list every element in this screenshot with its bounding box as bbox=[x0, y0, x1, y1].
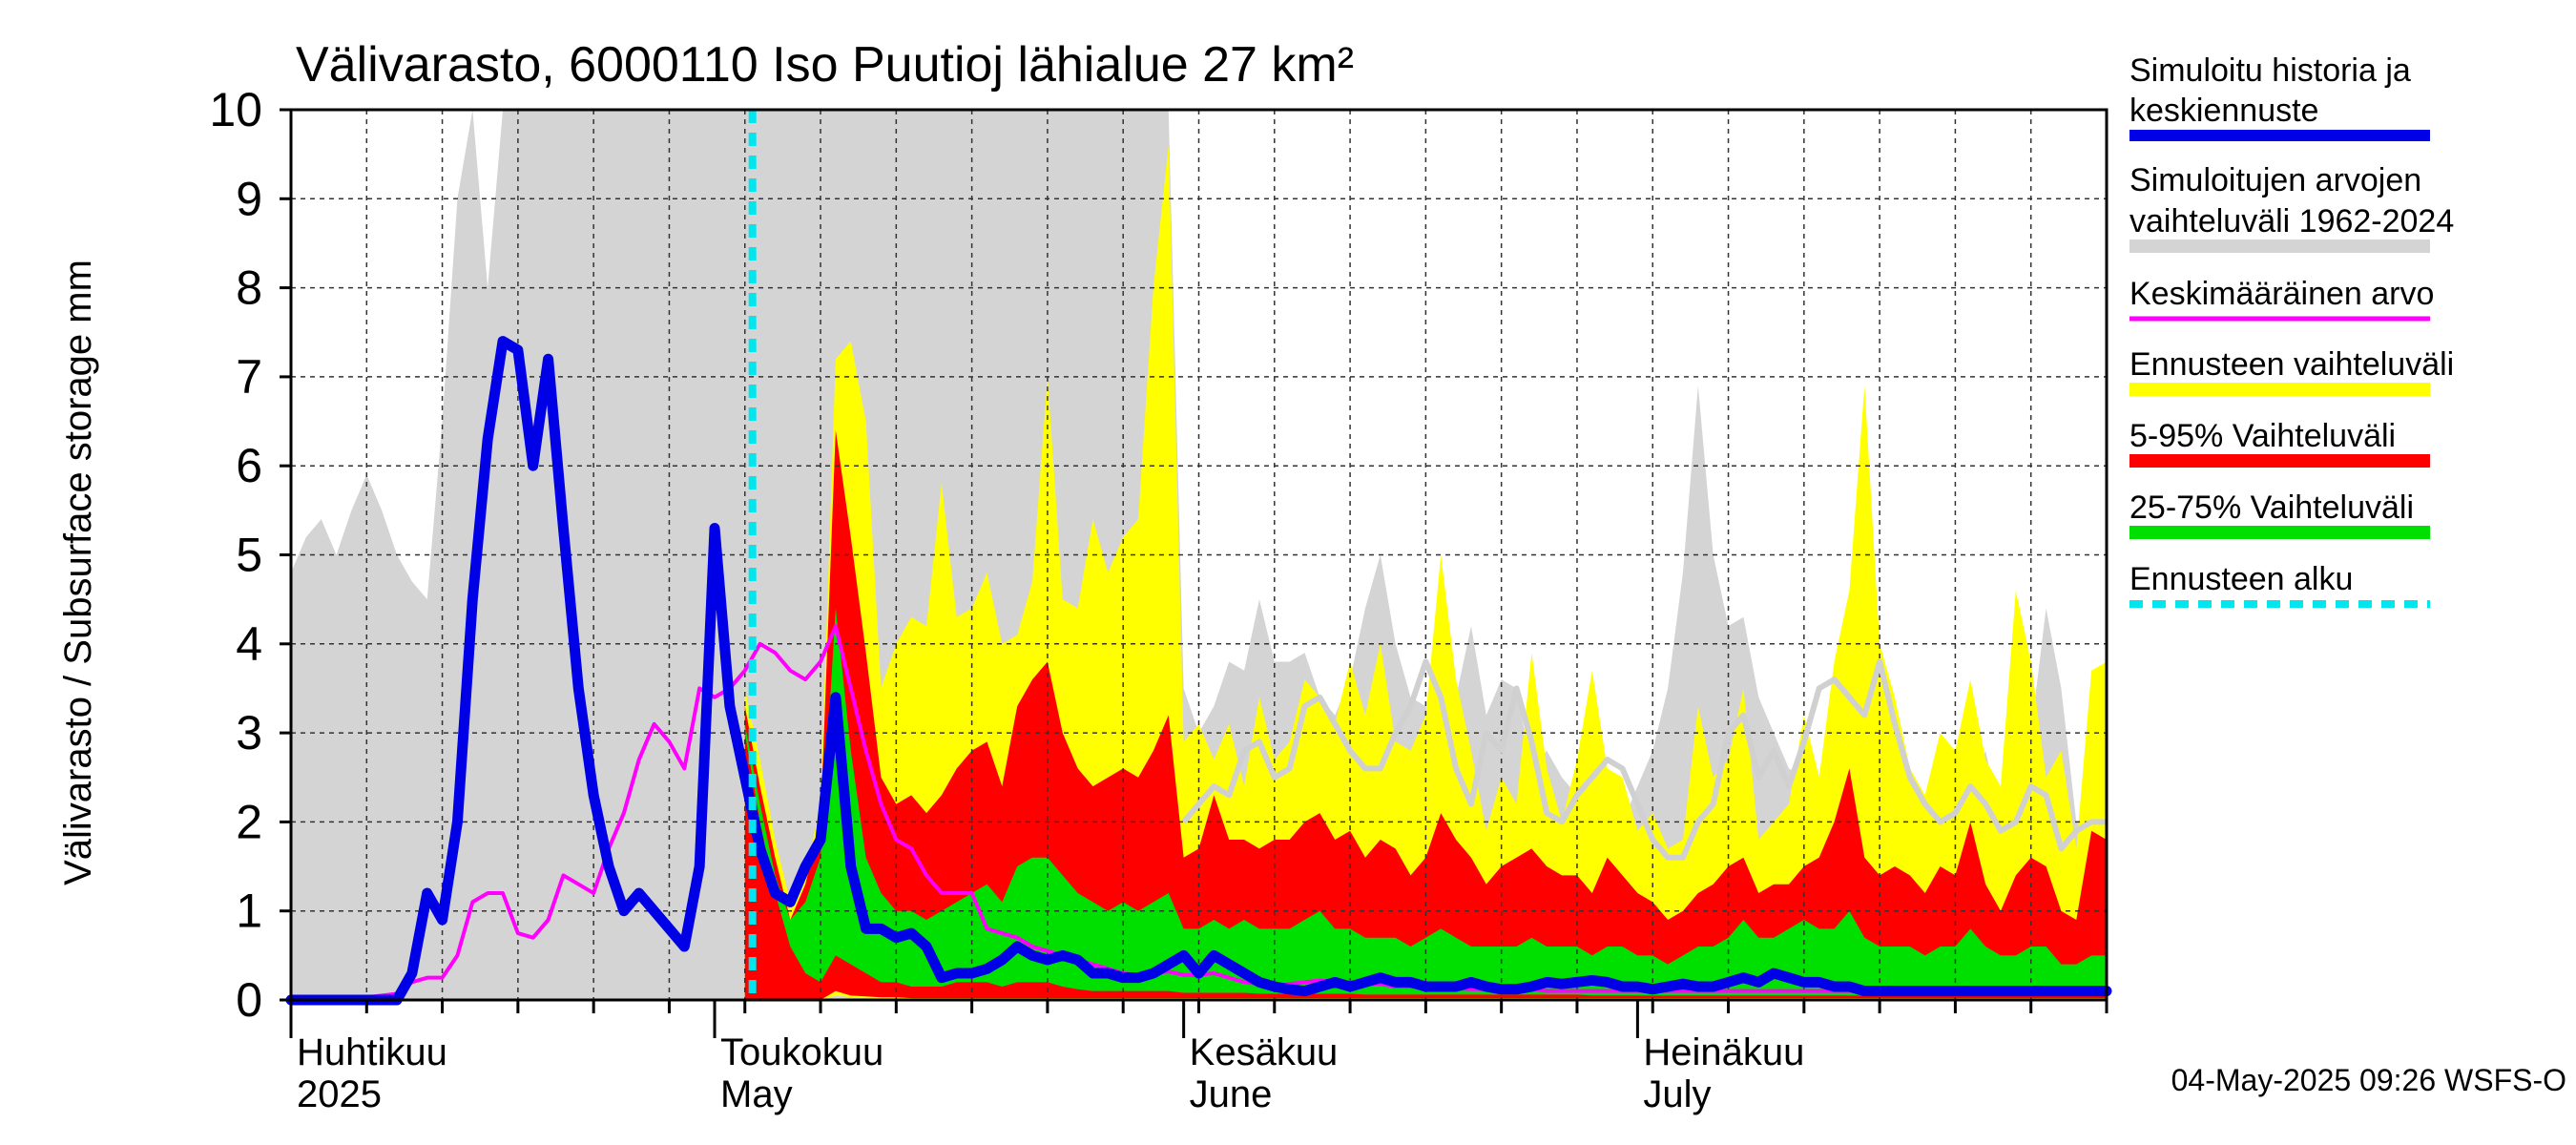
y-tick-label: 4 bbox=[236, 617, 262, 671]
chart-title: Välivarasto, 6000110 Iso Puutioj lähialu… bbox=[296, 37, 1354, 93]
legend-label: Keskimääräinen arvo bbox=[2129, 276, 2434, 312]
legend: Simuloitu historia ja keskiennuste Simuloi… bbox=[2129, 52, 2454, 608]
y-tick-label: 9 bbox=[236, 172, 262, 225]
y-tick-label: 2 bbox=[236, 795, 262, 848]
y-tick-label: 10 bbox=[209, 83, 262, 136]
legend-label: Ennusteen vaihteluväli bbox=[2129, 346, 2454, 383]
y-tick-label: 1 bbox=[236, 885, 262, 938]
x-month-sublabel: June bbox=[1190, 1073, 1273, 1115]
x-month-label: Huhtikuu bbox=[297, 1031, 447, 1073]
p5-95-band bbox=[744, 429, 2107, 1000]
legend-label: Ennusteen alku bbox=[2129, 561, 2353, 597]
legend-label: 25-75% Vaihteluväli bbox=[2129, 489, 2414, 526]
y-tick-label: 7 bbox=[236, 350, 262, 404]
y-tick-label: 0 bbox=[236, 973, 262, 1027]
legend-label: Simuloitu historia ja bbox=[2129, 52, 2411, 89]
simulated-line bbox=[285, 336, 2112, 1006]
y-axis-label: Välivarasto / Subsurface storage mm bbox=[57, 260, 99, 885]
legend-label: 5-95% Vaihteluväli bbox=[2129, 418, 2396, 454]
x-month-label: Kesäkuu bbox=[1190, 1031, 1339, 1073]
y-tick-label: 6 bbox=[236, 439, 262, 492]
y-tick-label: 8 bbox=[236, 261, 262, 315]
p25-75-band bbox=[744, 608, 2107, 996]
x-month-sublabel: 2025 bbox=[297, 1073, 382, 1115]
p25-75-layer bbox=[744, 608, 2107, 996]
x-month-sublabel: May bbox=[720, 1073, 793, 1115]
lines-layer bbox=[285, 110, 2112, 1006]
y-axis-label-text: Välivarasto / Subsurface storage mm bbox=[57, 260, 99, 885]
history-median-line bbox=[1181, 658, 2107, 861]
p5-95-layer bbox=[744, 429, 2107, 1000]
y-tick-label: 3 bbox=[236, 706, 262, 760]
y-tick-label: 5 bbox=[236, 529, 262, 582]
grid-layer bbox=[291, 110, 2107, 1000]
x-month-label: Heinäkuu bbox=[1643, 1031, 1804, 1073]
legend-label: keskiennuste bbox=[2129, 93, 2318, 129]
x-month-label: Toukokuu bbox=[720, 1031, 883, 1073]
legend-label: vaihteluväli 1962-2024 bbox=[2129, 203, 2454, 239]
x-month-sublabel: July bbox=[1643, 1073, 1711, 1115]
legend-label: Simuloitujen arvojen bbox=[2129, 162, 2421, 198]
footer-timestamp: 04-May-2025 09:26 WSFS-O bbox=[2171, 1063, 2566, 1097]
